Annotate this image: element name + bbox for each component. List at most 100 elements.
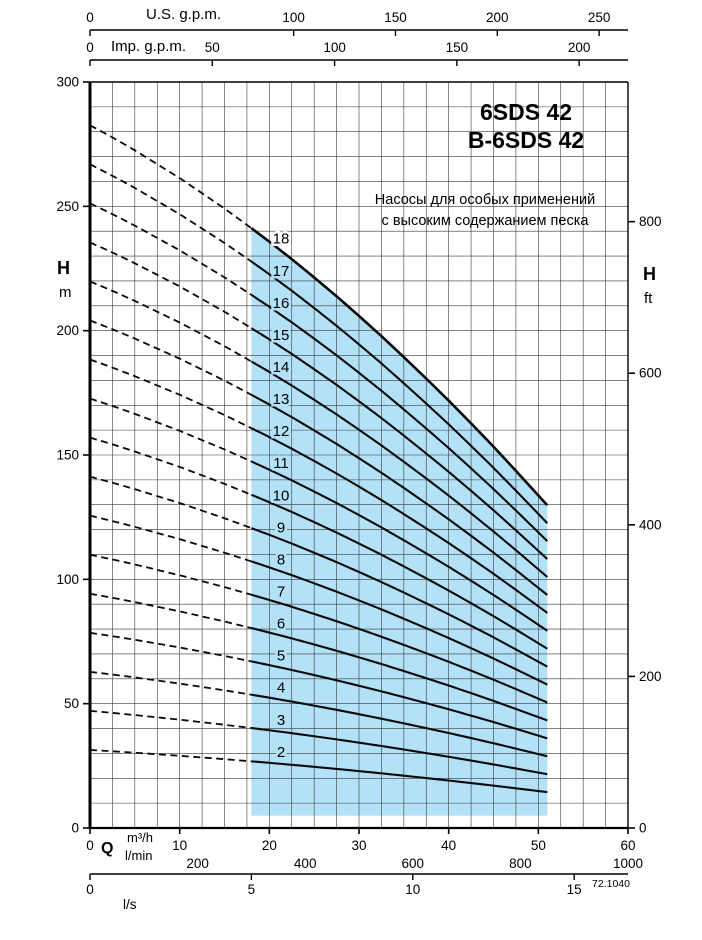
curve-stage-2: [251, 760, 548, 794]
stage-label-8: 8: [277, 551, 285, 568]
right-axis-name: H: [643, 264, 656, 284]
left-tick-label: 0: [71, 821, 79, 836]
right-tick-label: 0: [639, 821, 647, 836]
curve-stage-15: [250, 327, 549, 560]
lmin-tick-label: 600: [402, 856, 425, 871]
chart-title-line1: 6SDS 42: [479, 99, 573, 125]
left-tick-label: 250: [56, 199, 79, 214]
ls-tick-label: 15: [567, 882, 582, 897]
curve-stage-3-dashed: [89, 709, 252, 729]
stage-label-3: 3: [277, 712, 285, 729]
curve-stage-11: [250, 460, 548, 632]
stage-label-7: 7: [277, 584, 285, 601]
curve-stage-18: [250, 227, 549, 507]
us-gpm-tick-label: 0: [86, 10, 94, 25]
curve-stage-16: [250, 293, 549, 542]
curve-stage-9: [251, 527, 548, 668]
left-tick-label: 100: [56, 572, 79, 587]
curve-stage-13: [250, 393, 548, 596]
curve-stage-7-dashed: [89, 553, 252, 596]
curve-stage-18-dashed: [89, 124, 252, 229]
stage-label-17: 17: [273, 263, 290, 280]
curve-stage-12-dashed: [89, 358, 252, 429]
m3h-tick-label: 0: [86, 838, 94, 853]
curve-stage-4-dashed: [89, 670, 252, 696]
imp-gpm-tick-label: 200: [568, 40, 591, 55]
stage-label-5: 5: [277, 648, 285, 665]
left-tick-label: 50: [64, 696, 79, 711]
flow-unit-ls: l/s: [123, 897, 137, 912]
curve-stage-13-dashed: [89, 319, 252, 396]
curve-stage-8: [251, 560, 548, 686]
stage-label-16: 16: [273, 295, 290, 312]
chart-title: 6SDS 42 B-6SDS 42: [420, 98, 632, 154]
operating-range-shading: [251, 228, 548, 816]
left-tick-label: 150: [56, 448, 79, 463]
m3h-tick-label: 40: [441, 838, 456, 853]
curve-stage-3: [251, 726, 548, 776]
imp-gpm-tick-label: 100: [323, 40, 346, 55]
imp-gpm-tick-label: 0: [86, 40, 94, 55]
curve-stage-4: [251, 693, 548, 758]
curve-stage-5-dashed: [89, 631, 252, 663]
us-gpm-tick-label: 200: [486, 10, 509, 25]
ls-tick-label: 10: [405, 882, 420, 897]
curve-stage-10: [250, 493, 548, 650]
m3h-tick-label: 20: [262, 838, 277, 853]
right-tick-label: 600: [639, 366, 662, 381]
stage-label-9: 9: [277, 519, 285, 536]
flow-unit-m3h: m³/h: [127, 830, 153, 845]
curve-stage-14-dashed: [89, 280, 252, 363]
stage-label-6: 6: [277, 616, 285, 633]
curve-stage-7: [251, 593, 548, 704]
curve-stage-15-dashed: [89, 241, 252, 329]
chart-subtitle-line2: с высоким содержанием песка: [381, 213, 589, 229]
stage-label-10: 10: [273, 487, 290, 504]
stage-label-12: 12: [273, 423, 290, 440]
lmin-tick-label: 1000: [613, 856, 643, 871]
us-gpm-axis-label: U.S. g.p.m.: [146, 6, 222, 23]
stage-label-18: 18: [273, 231, 290, 248]
curve-stage-5: [251, 660, 548, 740]
stage-label-13: 13: [273, 391, 290, 408]
right-tick-label: 200: [639, 669, 662, 684]
m3h-tick-label: 10: [172, 838, 187, 853]
curve-stage-17: [250, 260, 549, 524]
curve-stage-10-dashed: [89, 436, 252, 496]
us-gpm-tick-label: 150: [384, 10, 407, 25]
curve-stage-6-dashed: [89, 592, 252, 629]
curve-stage-12: [250, 427, 548, 614]
chart-subtitle-line1: Насосы для особых применений: [374, 192, 596, 208]
left-tick-label: 200: [56, 323, 79, 338]
curve-stage-14: [250, 360, 548, 578]
stage-label-2: 2: [277, 744, 285, 761]
m3h-tick-label: 60: [620, 838, 635, 853]
curve-stage-11-dashed: [89, 397, 252, 463]
stage-label-15: 15: [273, 327, 290, 344]
lmin-tick-label: 800: [509, 856, 532, 871]
stage-label-11: 11: [273, 455, 289, 472]
curve-stage-9-dashed: [89, 475, 252, 529]
ls-tick-label: 5: [248, 882, 256, 897]
ls-tick-label: 0: [86, 882, 94, 897]
chart-title-line2: B-6SDS 42: [467, 127, 585, 153]
lmin-tick-label: 400: [294, 856, 317, 871]
imp-gpm-axis-label: Imp. g.p.m.: [111, 38, 187, 55]
flow-axis-name: Q: [101, 840, 114, 857]
right-tick-label: 400: [639, 517, 662, 532]
right-axis-unit: ft: [644, 290, 653, 307]
flow-unit-lmin: l/min: [125, 848, 153, 863]
m3h-tick-label: 30: [351, 838, 366, 853]
left-axis-name: H: [57, 258, 70, 278]
chart-subtitle: Насосы для особых применений с высоким с…: [352, 190, 618, 232]
stage-label-14: 14: [273, 359, 290, 376]
curve-stage-2-dashed: [89, 749, 252, 763]
curve-stage-17-dashed: [89, 163, 252, 263]
left-axis-unit: m: [59, 284, 72, 301]
right-tick-label: 800: [639, 214, 662, 229]
curve-stage-16-dashed: [89, 202, 252, 296]
stage-label-4: 4: [277, 680, 285, 697]
imp-gpm-tick-label: 150: [446, 40, 469, 55]
